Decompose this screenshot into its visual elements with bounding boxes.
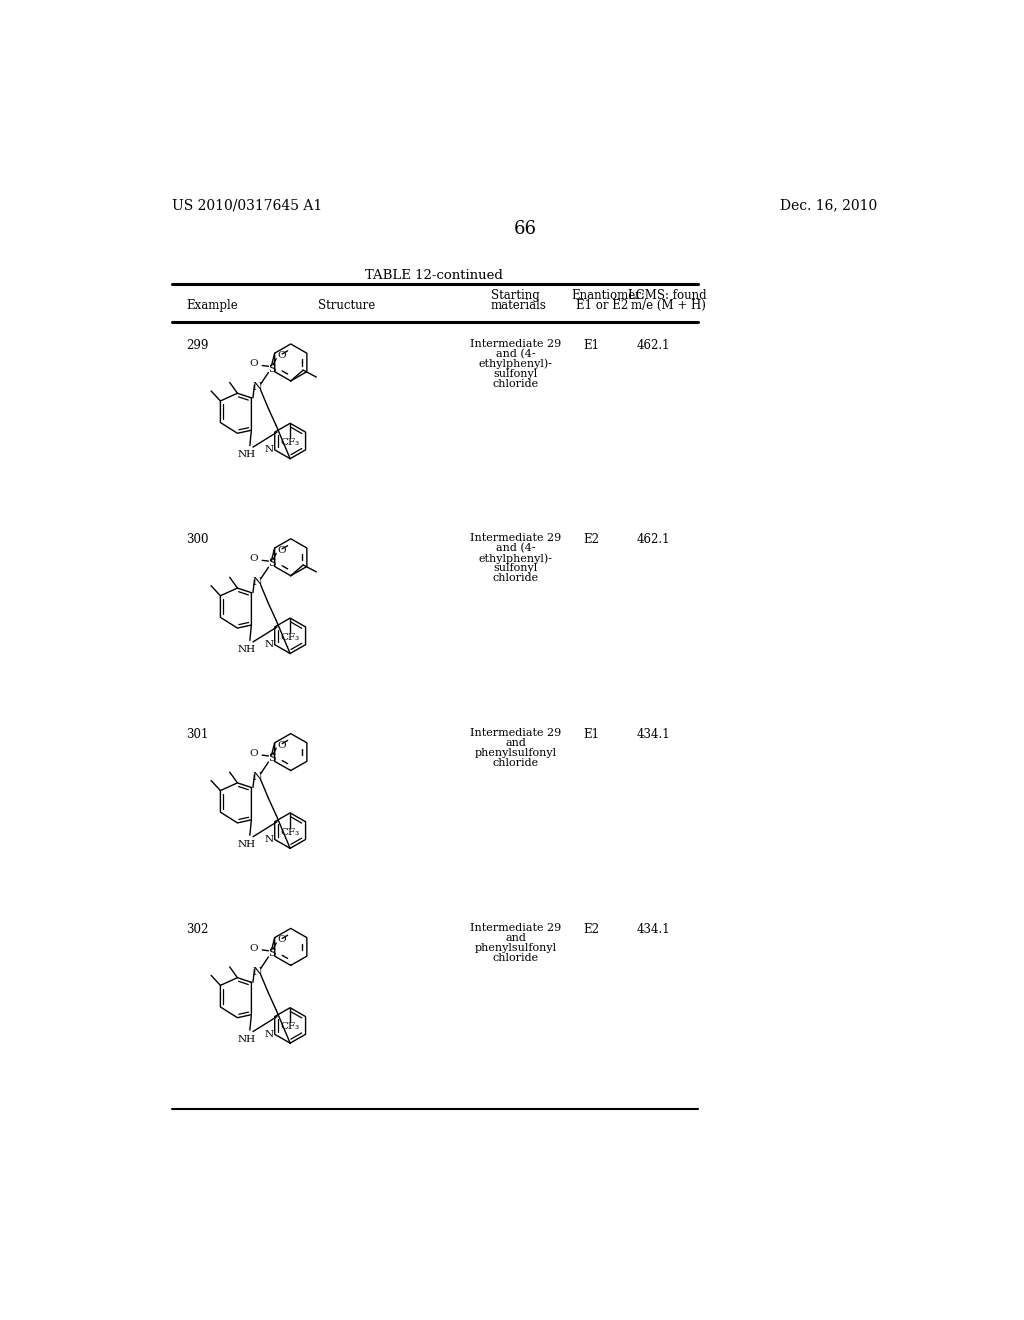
Text: N: N — [253, 577, 262, 587]
Text: 302: 302 — [186, 923, 209, 936]
Text: Example: Example — [186, 300, 238, 313]
Text: 66: 66 — [513, 220, 537, 238]
Text: 299: 299 — [186, 339, 209, 351]
Text: ethylphenyl)-: ethylphenyl)- — [478, 359, 553, 370]
Text: S: S — [267, 754, 275, 763]
Text: sulfonyl: sulfonyl — [494, 368, 538, 379]
Text: N: N — [264, 445, 273, 454]
Text: Intermediate 29: Intermediate 29 — [470, 923, 561, 933]
Text: sulfonyl: sulfonyl — [494, 564, 538, 573]
Text: US 2010/0317645 A1: US 2010/0317645 A1 — [172, 198, 323, 213]
Text: E1: E1 — [584, 339, 599, 351]
Text: Dec. 16, 2010: Dec. 16, 2010 — [780, 198, 878, 213]
Text: Intermediate 29: Intermediate 29 — [470, 339, 561, 348]
Text: and: and — [505, 933, 526, 942]
Text: S: S — [267, 363, 275, 374]
Text: and: and — [505, 738, 526, 748]
Text: 434.1: 434.1 — [637, 729, 671, 742]
Text: O: O — [250, 944, 258, 953]
Text: NH: NH — [238, 840, 256, 849]
Text: LCMS: found: LCMS: found — [628, 289, 707, 302]
Text: CF₃: CF₃ — [281, 438, 300, 447]
Text: CF₃: CF₃ — [281, 1022, 300, 1031]
Text: CF₃: CF₃ — [281, 632, 300, 642]
Text: chloride: chloride — [493, 379, 539, 388]
Text: 300: 300 — [186, 533, 209, 546]
Text: NH: NH — [238, 450, 256, 459]
Text: O: O — [250, 359, 258, 368]
Text: O: O — [278, 936, 287, 944]
Text: phenylsulfonyl: phenylsulfonyl — [474, 748, 557, 758]
Text: materials: materials — [490, 300, 547, 313]
Text: E1 or E2: E1 or E2 — [575, 300, 628, 313]
Text: NH: NH — [238, 645, 256, 653]
Text: N: N — [253, 381, 262, 392]
Text: and (4-: and (4- — [496, 348, 536, 359]
Text: Enantiomer:: Enantiomer: — [571, 289, 645, 302]
Text: 462.1: 462.1 — [637, 339, 670, 351]
Text: Intermediate 29: Intermediate 29 — [470, 533, 561, 544]
Text: 462.1: 462.1 — [637, 533, 670, 546]
Text: O: O — [250, 554, 258, 564]
Text: N: N — [264, 640, 273, 649]
Text: N: N — [253, 966, 262, 977]
Text: NH: NH — [238, 1035, 256, 1044]
Text: O: O — [278, 546, 287, 554]
Text: and (4-: and (4- — [496, 544, 536, 553]
Text: E1: E1 — [584, 729, 599, 742]
Text: ethylphenyl)-: ethylphenyl)- — [478, 553, 553, 564]
Text: S: S — [267, 558, 275, 569]
Text: chloride: chloride — [493, 758, 539, 768]
Text: m/e (M + H): m/e (M + H) — [631, 300, 706, 313]
Text: N: N — [264, 836, 273, 843]
Text: N: N — [264, 1030, 273, 1039]
Text: Structure: Structure — [317, 300, 375, 313]
Text: N: N — [253, 772, 262, 781]
Text: E2: E2 — [584, 533, 599, 546]
Text: O: O — [278, 351, 287, 360]
Text: phenylsulfonyl: phenylsulfonyl — [474, 942, 557, 953]
Text: CF₃: CF₃ — [281, 828, 300, 837]
Text: O: O — [278, 741, 287, 750]
Text: chloride: chloride — [493, 573, 539, 583]
Text: TABLE 12-continued: TABLE 12-continued — [366, 268, 503, 281]
Text: 301: 301 — [186, 729, 209, 742]
Text: O: O — [250, 750, 258, 758]
Text: Intermediate 29: Intermediate 29 — [470, 729, 561, 738]
Text: Starting: Starting — [490, 289, 540, 302]
Text: S: S — [267, 948, 275, 958]
Text: E2: E2 — [584, 923, 599, 936]
Text: 434.1: 434.1 — [637, 923, 671, 936]
Text: chloride: chloride — [493, 953, 539, 964]
